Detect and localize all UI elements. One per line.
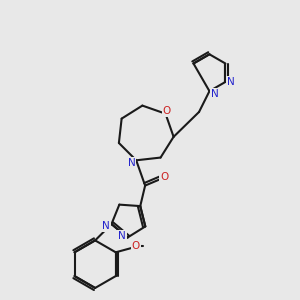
Text: N: N [227,77,235,87]
Text: O: O [163,106,171,116]
Text: N: N [102,221,110,231]
Text: O: O [160,172,168,182]
Text: O: O [131,242,140,251]
Text: N: N [128,158,136,168]
Text: N: N [211,89,219,99]
Text: N: N [118,231,126,241]
